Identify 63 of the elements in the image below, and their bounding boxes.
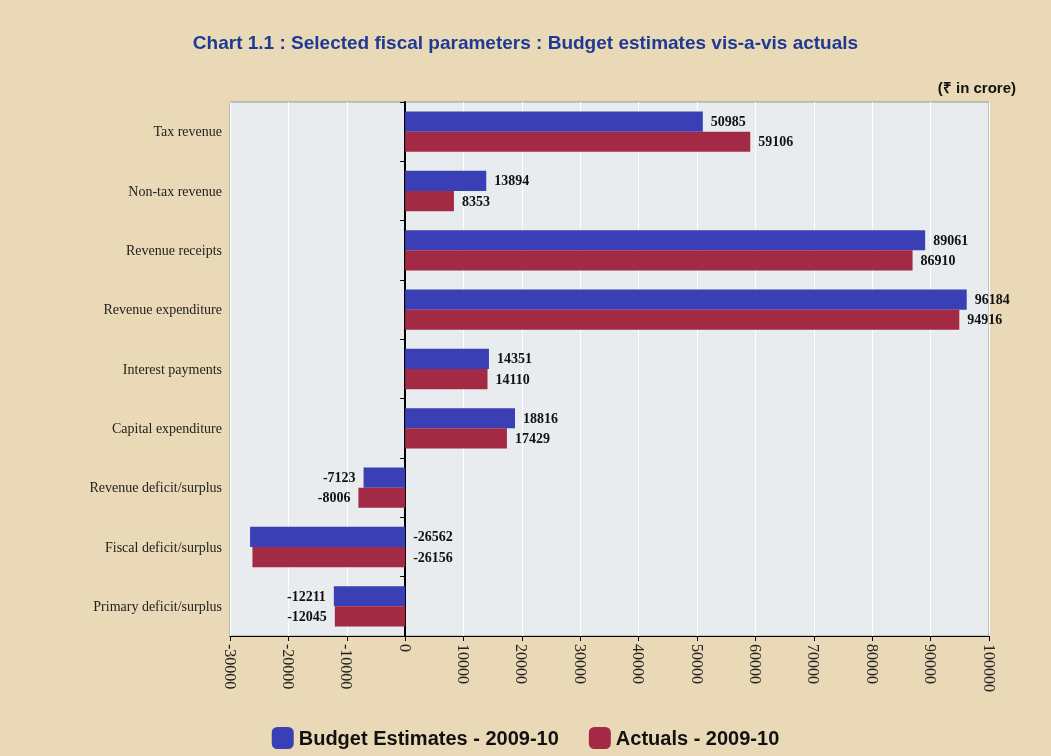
y-tick-label: Revenue expenditure [103, 302, 222, 318]
y-tick-label: Capital expenditure [111, 420, 222, 436]
x-tick-label: 70000 [805, 644, 823, 684]
bar [334, 606, 406, 627]
x-tick-label: 40000 [630, 644, 648, 684]
bar [405, 170, 487, 191]
x-tick-label: 50000 [688, 644, 706, 684]
data-label: -26562 [413, 529, 453, 545]
x-tick-label: 30000 [571, 644, 589, 684]
x-tick-label: 100000 [980, 644, 998, 692]
x-tick-label: 10000 [455, 644, 473, 684]
bar [405, 111, 703, 132]
data-label: -26156 [413, 549, 453, 565]
bar [405, 428, 507, 449]
data-label: -12211 [286, 588, 326, 604]
data-label: 50985 [710, 114, 746, 130]
x-tick-label: 20000 [513, 644, 531, 684]
y-tick-label: Interest payments [122, 361, 222, 377]
data-label: 18816 [523, 410, 559, 426]
y-tick-label: Revenue deficit/surplus [89, 480, 222, 496]
y-tick-label: Revenue receipts [125, 242, 222, 258]
data-label: -8006 [317, 490, 351, 506]
bar [333, 586, 406, 607]
data-label: 14351 [496, 351, 532, 367]
data-label: 59106 [758, 134, 794, 150]
data-label: 89061 [933, 232, 969, 248]
data-label: 96184 [974, 292, 1010, 308]
bar [250, 526, 406, 547]
x-tick-label: 90000 [922, 644, 940, 684]
data-label: 86910 [920, 252, 956, 268]
y-tick-label: Primary deficit/surplus [93, 598, 222, 614]
text: (₹ in crore) [937, 79, 1017, 96]
bar [252, 547, 406, 568]
bar [405, 289, 967, 310]
x-tick-label: 0 [396, 644, 414, 652]
chart-title: Chart 1.1 : Selected fiscal parameters : Budget estimates vis-a-vis actuals [192, 32, 859, 53]
bar [405, 191, 454, 212]
x-tick-label: 80000 [863, 644, 881, 684]
x-tick-label: -20000 [279, 644, 297, 690]
bar [358, 487, 406, 508]
data-label: 14110 [495, 371, 530, 387]
x-tick-label: -10000 [338, 644, 356, 690]
bar [405, 369, 488, 390]
data-label: -7123 [322, 470, 356, 486]
data-label: 17429 [514, 430, 550, 446]
data-label: -12045 [287, 608, 327, 624]
x-tick-label: 60000 [746, 644, 764, 684]
bar [405, 230, 926, 251]
data-label: 94916 [967, 312, 1003, 328]
bar [363, 467, 406, 488]
data-label: 8353 [461, 193, 490, 209]
x-tick-label: -30000 [221, 644, 239, 690]
bar [405, 309, 960, 330]
bar [405, 348, 489, 369]
bar [405, 408, 516, 429]
legend-label: Budget Estimates - 2009-10 [298, 727, 559, 749]
y-tick-label: Fiscal deficit/surplus [104, 539, 222, 555]
y-tick-label: Non-tax revenue [128, 183, 222, 199]
bar [405, 131, 751, 152]
data-label: 13894 [494, 173, 530, 189]
y-tick-label: Tax revenue [153, 124, 222, 140]
bar [405, 250, 913, 271]
legend-label: Actuals - 2009-10 [615, 727, 780, 749]
